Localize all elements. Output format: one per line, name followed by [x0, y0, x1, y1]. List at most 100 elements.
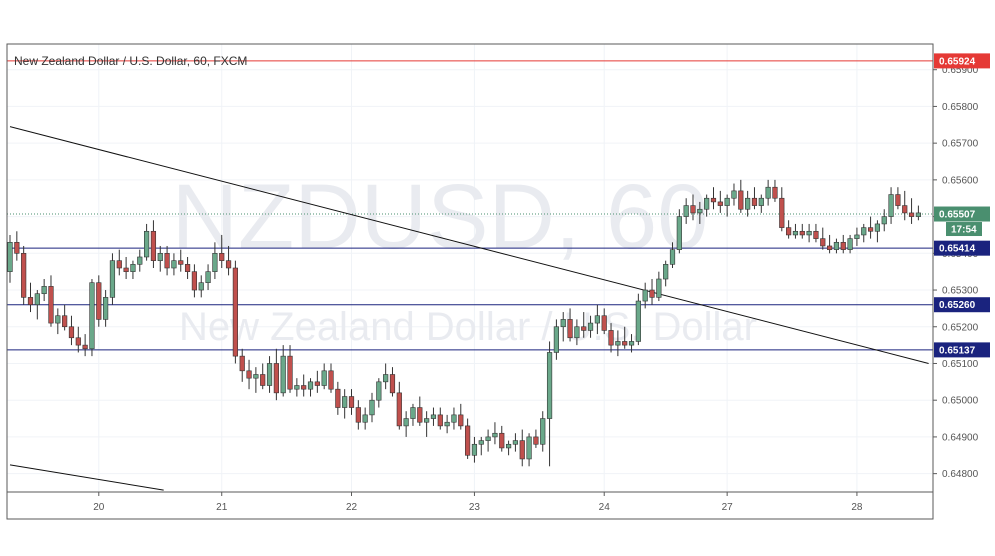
candle [574, 319, 580, 346]
price-tick-label: 0.65600 [942, 175, 979, 186]
candle-body-up [253, 374, 259, 379]
candle [704, 194, 710, 217]
trendline [9, 126, 929, 364]
candle-body-down [813, 230, 819, 239]
candle-body-up [294, 385, 300, 390]
candle-body-down [519, 440, 525, 460]
watermark: NZDUSD, 60 New Zealand Dollar / U.S. Dol… [172, 166, 757, 349]
candle [27, 282, 34, 313]
candle-body-up [137, 256, 143, 265]
candle-body-down [649, 289, 655, 298]
candle [738, 179, 744, 213]
candle [103, 290, 109, 327]
candle-body-down [779, 197, 785, 228]
price-tick-label: 0.65700 [942, 139, 979, 150]
candle [553, 319, 559, 360]
candle [184, 256, 191, 280]
candle [68, 315, 75, 346]
candle [492, 422, 498, 445]
candle [458, 403, 464, 430]
candle [751, 187, 758, 210]
candle [348, 389, 355, 415]
candle-body-up [109, 260, 116, 298]
candle-body-up [642, 289, 648, 302]
price-labels: 0.65924 0.65414 0.65260 0.65137 0.65507 17:54 [934, 53, 990, 358]
candle-body-up [874, 223, 881, 232]
candle [772, 179, 778, 202]
candle-body-down [533, 436, 539, 445]
candle-body-up [546, 352, 553, 419]
candle [676, 209, 682, 254]
level-price-label-bg [934, 342, 990, 358]
candle-body-up [628, 341, 635, 346]
price-tick-label: 0.65300 [942, 286, 979, 297]
candle-body-down [301, 385, 307, 390]
candle [273, 348, 279, 401]
watermark-name: New Zealand Dollar / U.S. Dollar [179, 305, 757, 349]
candle-body-up [485, 436, 491, 441]
candle-body-down [273, 363, 279, 394]
time-tick-label: 24 [599, 502, 611, 513]
candle [826, 234, 833, 254]
candle-body-up [540, 418, 546, 445]
candle-body-down [826, 245, 833, 250]
candle [471, 436, 478, 463]
candle [410, 403, 416, 426]
candle [266, 356, 273, 393]
candle [519, 429, 525, 467]
level-price-label-bg [934, 297, 990, 313]
candle [663, 260, 669, 287]
candle-body-down [21, 253, 27, 298]
candle-body-down [751, 197, 758, 206]
candle-body-down [219, 253, 225, 261]
countdown-bg [946, 222, 982, 237]
candle [314, 370, 320, 393]
candle-body-up [212, 253, 218, 272]
candle-body-down [82, 344, 88, 350]
price-tick-label: 0.65900 [942, 65, 979, 76]
price-tick-label: 0.64800 [942, 469, 979, 480]
candle-body-up [560, 319, 566, 328]
candle [383, 363, 389, 390]
candle-body-up [342, 396, 348, 408]
candle [191, 264, 198, 298]
candle [369, 392, 375, 423]
candle [157, 245, 163, 272]
trendline [9, 464, 164, 491]
candle-body-down [164, 253, 170, 269]
candle [328, 363, 334, 393]
candle [485, 429, 491, 452]
candle [7, 234, 13, 283]
candle [307, 378, 314, 397]
candle [881, 209, 887, 232]
candle [683, 198, 689, 224]
candle-body-down [567, 319, 573, 339]
time-tick-label: 27 [722, 502, 734, 513]
horizontal-levels [7, 60, 933, 351]
candle [622, 326, 628, 349]
time-axis[interactable]: 20 21 22 23 24 27 28 [93, 492, 863, 513]
candle-body-down [458, 414, 464, 427]
candle-body-up [451, 414, 457, 423]
level-price-label: 0.65260 [939, 300, 976, 311]
candle [75, 326, 81, 353]
candle [840, 234, 846, 254]
candle-body-up [505, 443, 512, 449]
candle [847, 234, 853, 254]
candle-body-down [178, 260, 184, 265]
time-tick-label: 20 [93, 502, 105, 513]
candle [55, 308, 61, 335]
candle [96, 275, 102, 327]
level-price-label-bg [934, 240, 990, 256]
candle-body-down [260, 374, 266, 386]
candle [478, 436, 484, 456]
level-price-label: 0.65137 [939, 345, 976, 356]
candle [867, 216, 874, 239]
candle-body-down [62, 315, 68, 328]
candle-body-down [465, 425, 471, 456]
candle-body-up [471, 443, 478, 456]
candle-body-up [676, 216, 682, 250]
candle [505, 440, 512, 456]
